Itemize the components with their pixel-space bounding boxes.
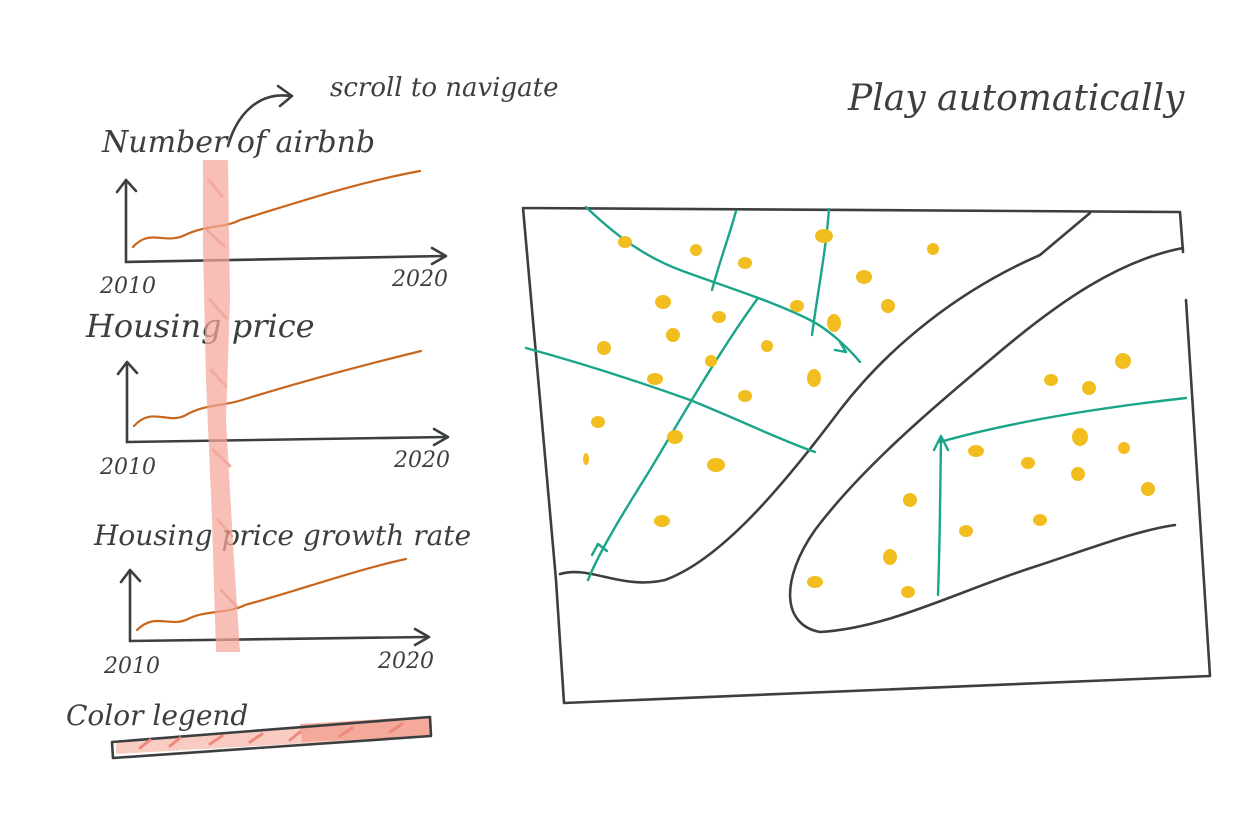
- street-middle-diagonal: [586, 296, 760, 582]
- trend-line: [132, 349, 423, 428]
- listing-dot: [618, 236, 632, 248]
- scroll-hint: scroll to navigate: [226, 73, 558, 148]
- y-axis-arrowhead: [119, 568, 142, 584]
- listing-dot: [959, 525, 973, 537]
- street-arrowhead-left: [590, 542, 609, 557]
- trend-line: [131, 169, 422, 249]
- listing-dot: [583, 453, 589, 465]
- legend-gradient-dark: [300, 716, 431, 742]
- listing-dot: [666, 328, 680, 342]
- listing-dot: [968, 445, 984, 457]
- chart-housing-price-growth: Housing price growth rate 2010 2020: [93, 519, 471, 679]
- scroll-band-hatching: [205, 178, 238, 608]
- x-tick-start: 2010: [99, 455, 156, 480]
- listing-dot: [1115, 353, 1131, 369]
- listing-dot: [807, 369, 821, 387]
- listing-dot: [827, 314, 841, 332]
- chart-housing-price: Housing price 2010 2020: [85, 307, 450, 480]
- listing-dot: [738, 390, 752, 402]
- chart-title: Housing price growth rate: [93, 519, 471, 552]
- listing-dot: [807, 576, 823, 588]
- listing-dot: [883, 549, 897, 565]
- listing-dots: [583, 229, 1155, 598]
- legend-outline: [110, 715, 433, 760]
- street-upper-right: [810, 207, 831, 337]
- listing-dot: [647, 373, 663, 385]
- street-arrowhead-lower: [932, 434, 950, 452]
- listing-dot: [597, 341, 611, 355]
- scroll-band[interactable]: [203, 160, 240, 652]
- scroll-hint-arrow: [226, 94, 292, 148]
- listing-dot: [1118, 442, 1130, 454]
- listing-dot: [654, 515, 670, 527]
- x-tick-end: 2020: [377, 649, 434, 674]
- listing-dot: [1141, 482, 1155, 496]
- x-axis-arrowhead: [430, 246, 448, 266]
- listing-dot: [815, 229, 833, 243]
- listing-dot: [712, 311, 726, 323]
- chart-airbnb-count: Number of airbnb 2010 2020: [99, 125, 448, 299]
- x-axis: [124, 254, 446, 264]
- legend-hatching: [138, 722, 404, 750]
- street-middle-horizontal: [524, 346, 817, 454]
- scroll-band-fill: [203, 160, 240, 652]
- listing-dot: [761, 340, 773, 352]
- chart-title: Number of airbnb: [101, 125, 375, 160]
- street-lower-horizontal: [938, 396, 1188, 444]
- trend-line: [135, 557, 408, 632]
- listing-dot: [901, 586, 915, 598]
- x-tick-start: 2010: [103, 654, 160, 679]
- listing-dot: [903, 493, 917, 507]
- listing-dot: [790, 300, 804, 312]
- map-frame: [521, 206, 1212, 705]
- x-axis-arrowhead: [432, 427, 450, 447]
- listing-dot: [1033, 514, 1047, 526]
- listing-dot: [1082, 381, 1096, 395]
- listing-dot: [707, 458, 725, 472]
- map-region-boundary-upper: [558, 211, 1092, 584]
- map-region-boundary-lower: [788, 246, 1185, 634]
- listing-dot: [856, 270, 872, 284]
- chart-title: Housing price: [85, 307, 315, 345]
- x-tick-start: 2010: [99, 274, 156, 299]
- x-axis: [128, 635, 429, 643]
- play-automatically-label[interactable]: Play automatically: [847, 78, 1185, 119]
- listing-dot: [1071, 467, 1085, 481]
- scroll-hint-text: scroll to navigate: [330, 73, 558, 103]
- listing-dot: [927, 243, 939, 255]
- x-axis-arrowhead: [413, 627, 431, 647]
- y-axis-arrowhead: [115, 178, 138, 194]
- x-tick-end: 2020: [391, 267, 448, 292]
- listing-dot: [591, 416, 605, 428]
- listing-dot: [1072, 428, 1088, 446]
- listing-dot: [738, 257, 752, 269]
- map-view[interactable]: [521, 205, 1212, 705]
- listing-dot: [705, 355, 717, 367]
- listing-dot: [667, 430, 683, 444]
- listing-dot: [881, 299, 895, 313]
- color-legend: Color legend: [66, 699, 433, 760]
- listing-dot: [1044, 374, 1058, 386]
- street-upper-short: [710, 209, 738, 292]
- listing-dot: [690, 244, 702, 256]
- listing-dot: [655, 295, 671, 309]
- legend-title: Color legend: [66, 699, 248, 732]
- listing-dot: [1021, 457, 1035, 469]
- street-lower-vertical: [936, 438, 943, 597]
- y-axis-arrowhead: [116, 360, 139, 376]
- x-axis: [125, 435, 448, 444]
- scroll-hint-arrowhead: [276, 84, 294, 108]
- street-arrowhead-upper: [833, 340, 848, 354]
- x-tick-end: 2020: [393, 448, 450, 473]
